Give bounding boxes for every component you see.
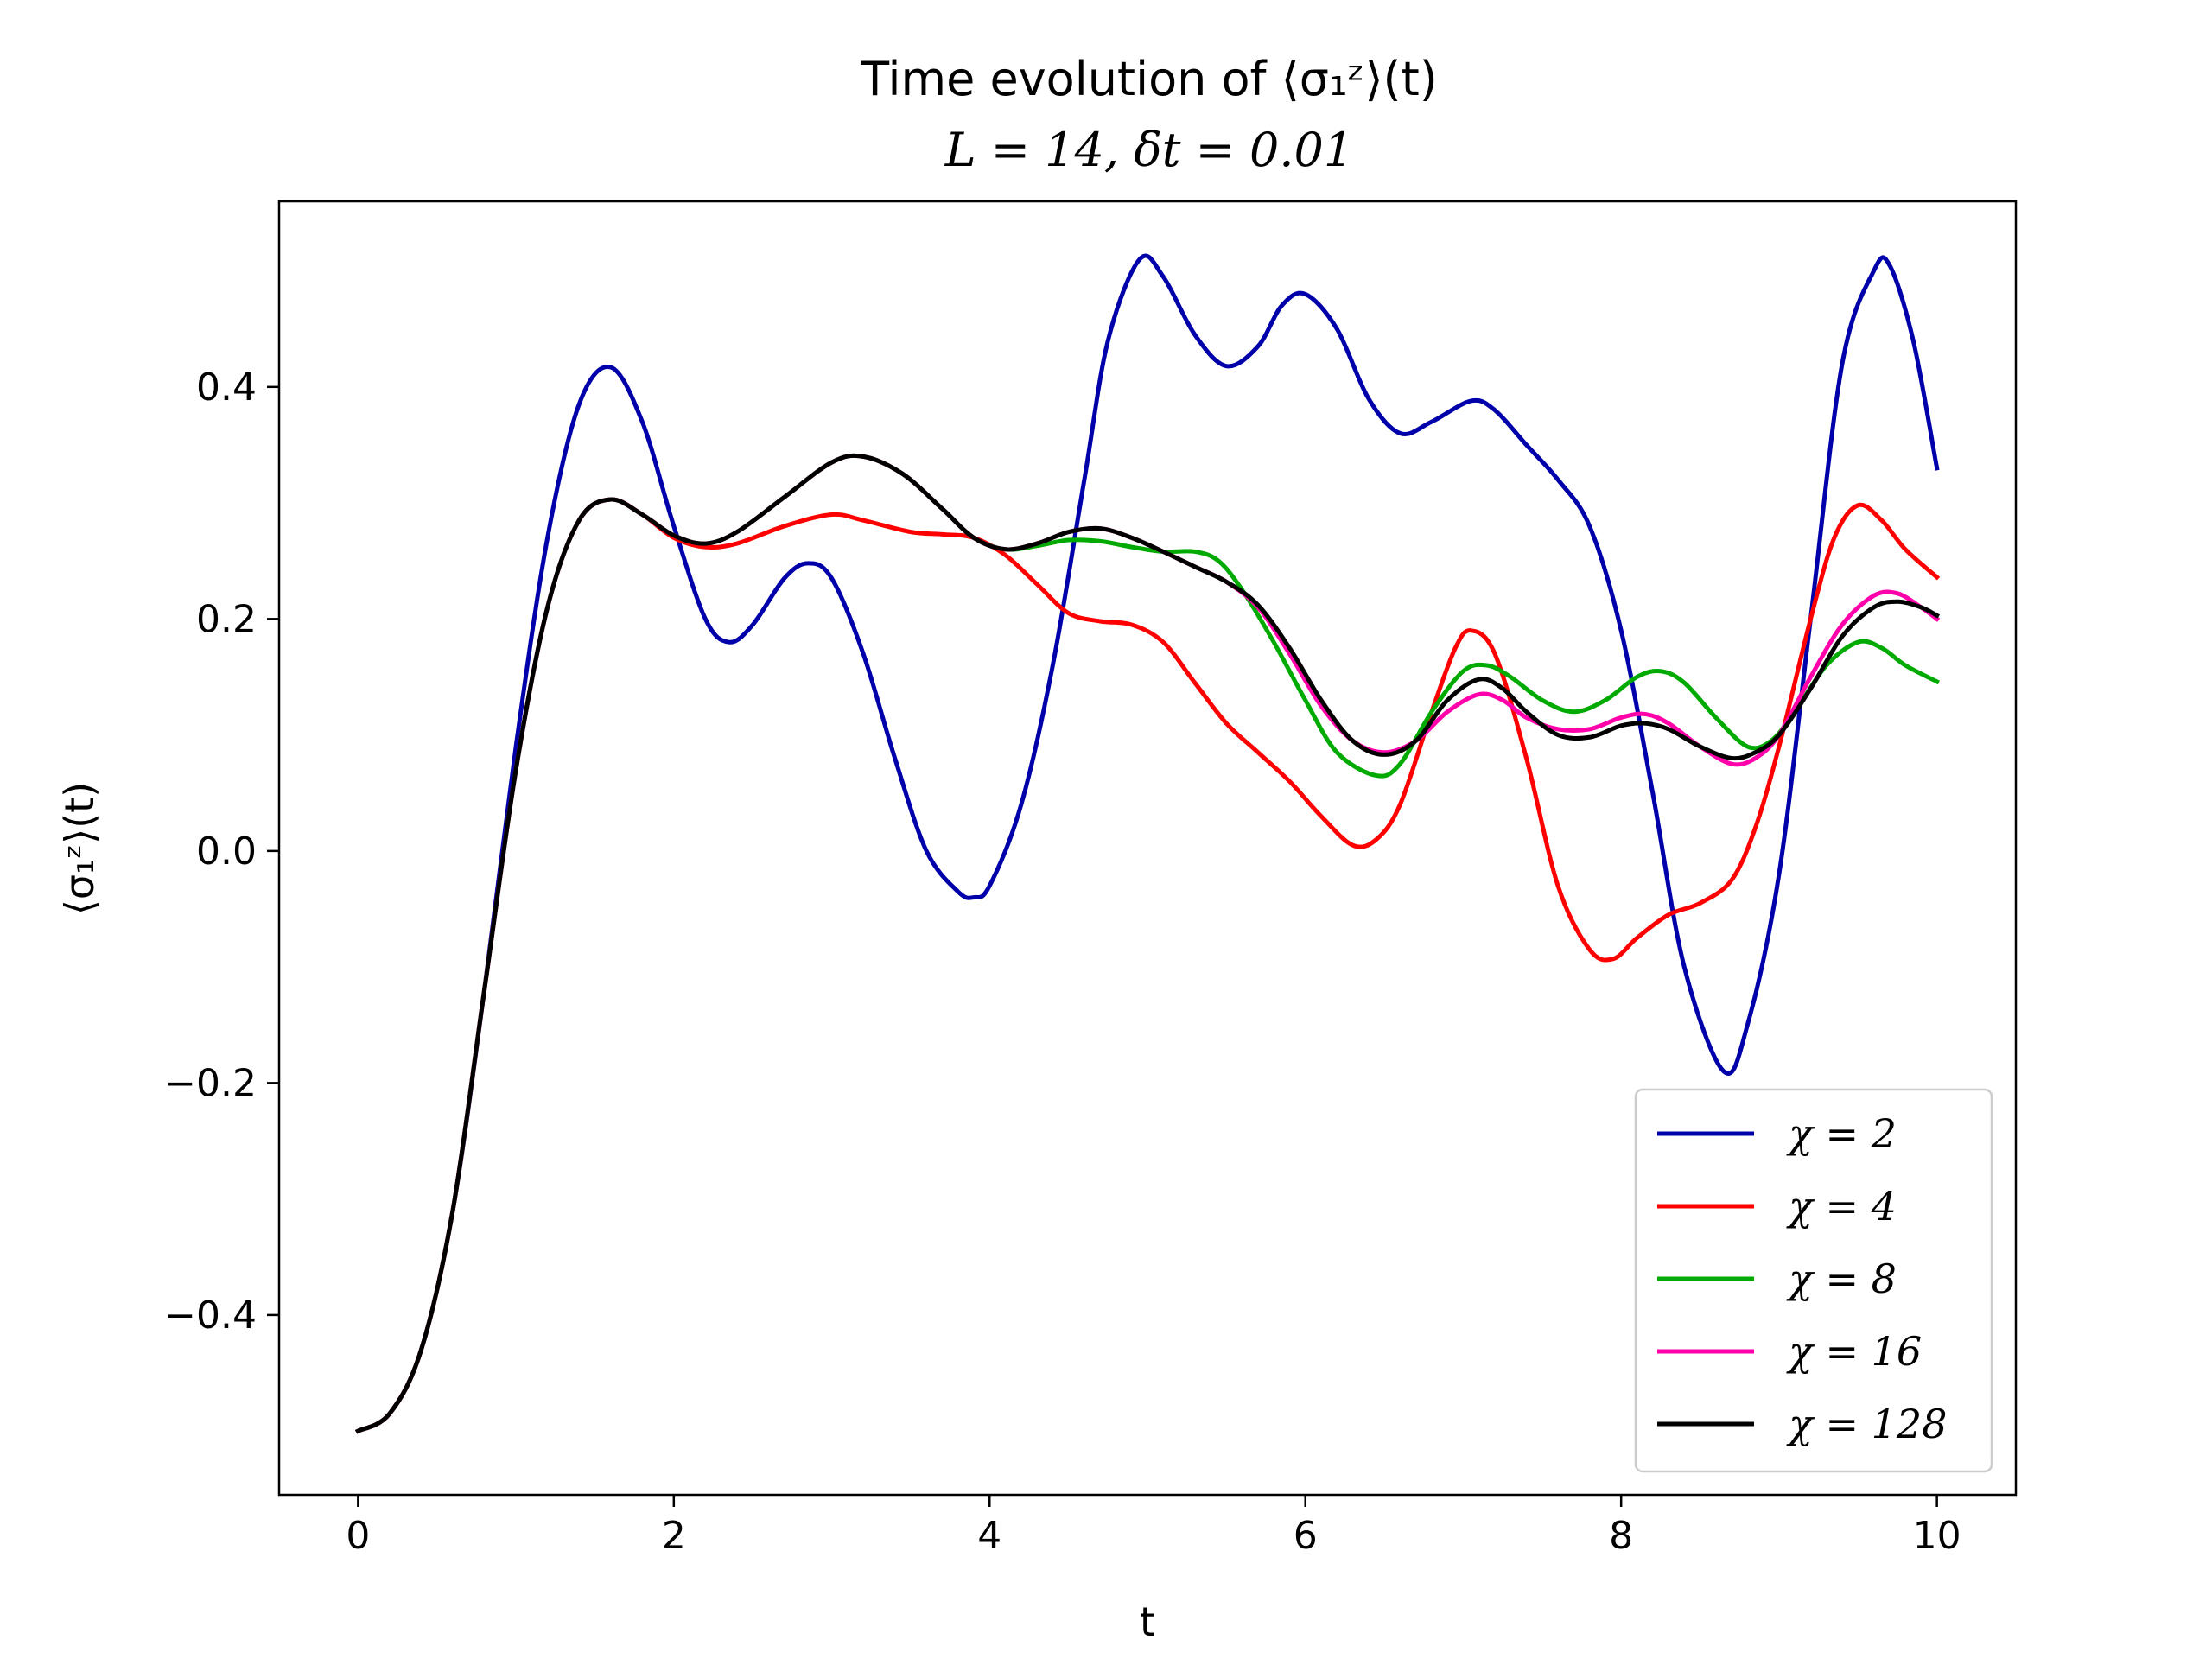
legend-label: χ = 128 [1786, 1401, 1947, 1447]
x-tick-label: 10 [1913, 1514, 1961, 1558]
x-tick-label: 6 [1294, 1514, 1318, 1558]
x-axis-label: t [1140, 1599, 1155, 1645]
series-line-4 [354, 453, 1941, 1434]
plot-area-frame [277, 200, 2018, 1497]
y-tick-label: 0.2 [196, 597, 257, 641]
legend-label: χ = 8 [1786, 1255, 1897, 1302]
legend-label: χ = 4 [1786, 1183, 1897, 1230]
legend: χ = 2 χ = 4 χ = 8 χ = 16 χ = 128 [1634, 1088, 1993, 1473]
x-tick-label: 4 [977, 1514, 1001, 1558]
legend-items: χ = 2 χ = 4 χ = 8 χ = 16 χ = 128 [1657, 1110, 1947, 1447]
legend-label: χ = 16 [1786, 1328, 1922, 1375]
y-axis-label: ⟨σ₁ᶻ⟩(t) [56, 782, 103, 915]
x-axis: 0 2 4 6 8 10 [346, 1495, 1961, 1558]
y-tick-label: 0.0 [196, 830, 257, 874]
y-tick-label: −0.4 [164, 1294, 257, 1338]
chart-title: Time evolution of ⟨σ₁ᶻ⟩(t) [860, 52, 1438, 106]
x-tick-label: 2 [662, 1514, 686, 1558]
x-tick-label: 8 [1609, 1514, 1633, 1558]
series-line-0 [354, 253, 1940, 1434]
y-tick-label: 0.4 [196, 365, 257, 410]
x-tick-label: 0 [346, 1514, 370, 1558]
legend-box [1634, 1088, 1993, 1473]
chart-subtitle: L = 14, δt = 0.01 [944, 123, 1354, 177]
chart-title-group: Time evolution of ⟨σ₁ᶻ⟩(t) L = 14, δt = … [860, 52, 1438, 177]
y-axis: −0.4 −0.2 0.0 0.2 0.4 [164, 365, 279, 1338]
legend-label: χ = 2 [1786, 1110, 1897, 1157]
series-layer [354, 253, 1941, 1434]
y-tick-label: −0.2 [164, 1061, 257, 1105]
